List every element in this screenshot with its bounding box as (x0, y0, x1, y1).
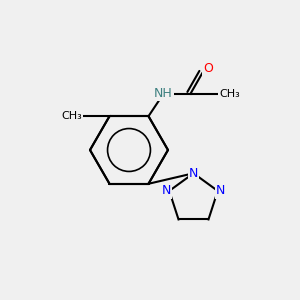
Text: CH₃: CH₃ (219, 89, 240, 99)
Text: CH₃: CH₃ (61, 111, 82, 121)
Text: N: N (216, 184, 225, 197)
Text: O: O (204, 62, 213, 75)
Text: N: N (189, 167, 198, 180)
Text: NH: NH (154, 87, 173, 100)
Text: N: N (162, 184, 171, 197)
